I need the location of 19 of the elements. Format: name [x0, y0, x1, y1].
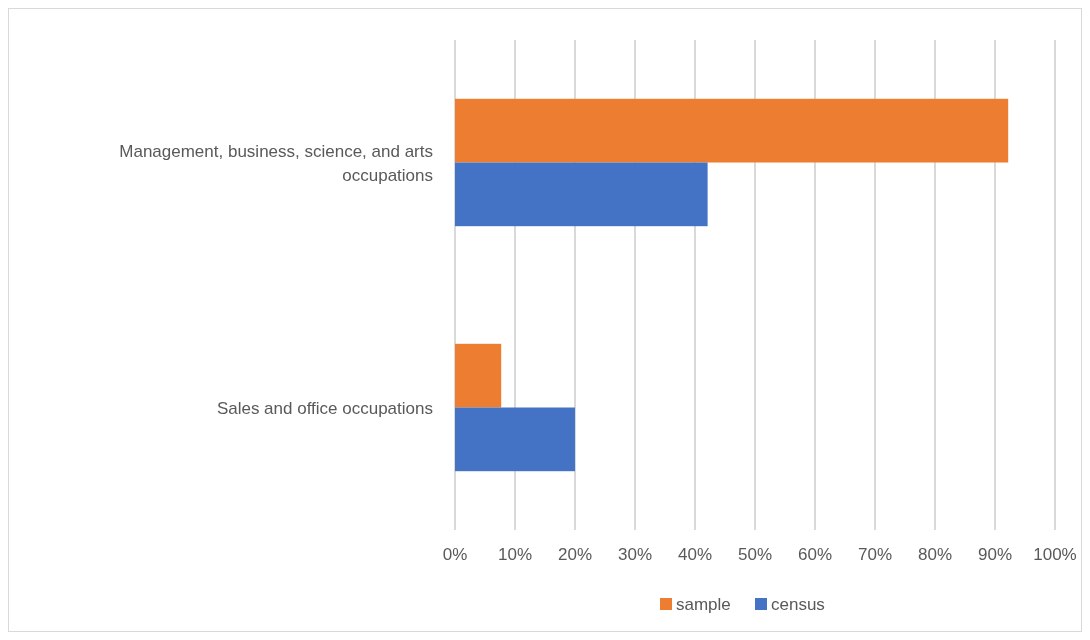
x-tick-label: 30% — [617, 545, 653, 564]
x-tick-label: 90% — [977, 545, 1013, 564]
x-tick-label: 70% — [857, 545, 893, 564]
y-tick-label: Sales and office occupations — [216, 398, 433, 418]
bar — [455, 407, 575, 472]
x-tick-label: 100% — [1033, 545, 1077, 564]
x-tick-label: 80% — [917, 545, 953, 564]
bar — [455, 98, 1009, 163]
x-tick-label: 0% — [442, 545, 468, 564]
bar — [455, 162, 708, 227]
legend-label: census — [771, 595, 825, 614]
x-tick-label: 40% — [677, 545, 713, 564]
x-tick-label: 60% — [797, 545, 833, 564]
x-tick-label: 10% — [497, 545, 533, 564]
x-tick-label: 50% — [737, 545, 773, 564]
legend-label: sample — [676, 595, 731, 614]
bar — [455, 343, 502, 408]
x-tick-label: 20% — [557, 545, 593, 564]
y-tick-label: Management, business, science, and arts occupations — [119, 141, 433, 185]
